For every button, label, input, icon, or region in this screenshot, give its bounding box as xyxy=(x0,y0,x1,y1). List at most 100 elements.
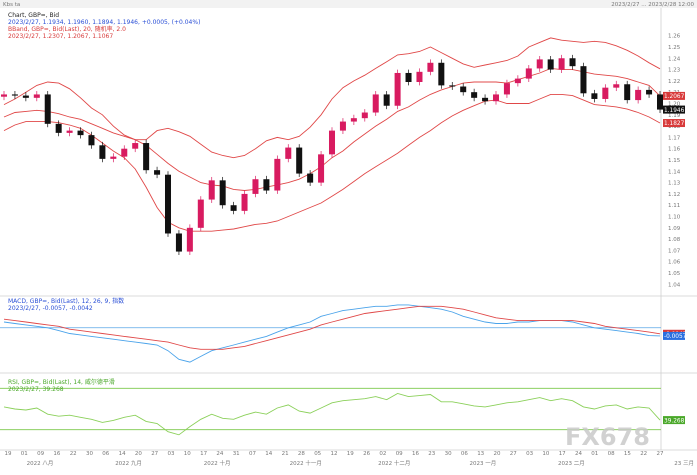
x-month-label: 2022 八月 xyxy=(27,460,54,467)
candle-body xyxy=(143,143,150,171)
candle-body xyxy=(536,59,543,69)
candle-body xyxy=(296,147,303,174)
price-header-line: 2023/2/27, 1.1934, 1.1960, 1.1894, 1.194… xyxy=(8,19,200,26)
candle-body xyxy=(339,121,346,131)
candle-body xyxy=(241,193,248,211)
candle-body xyxy=(635,89,642,101)
candle-body xyxy=(318,154,325,183)
candle-body xyxy=(624,84,631,101)
candle-body xyxy=(383,94,390,106)
x-month-label: 2022 十二月 xyxy=(378,459,410,467)
x-day-label: 31 xyxy=(233,451,240,457)
x-day-label: 13 xyxy=(477,451,484,457)
x-day-label: 14 xyxy=(119,451,126,457)
x-day-label: 06 xyxy=(461,451,468,457)
x-day-label: 08 xyxy=(608,451,615,457)
x-day-label: 07 xyxy=(249,451,256,457)
candle-body xyxy=(164,174,172,234)
price-header-line: BBand, GBP=, Bid(Last), 20, 随机率, 2.0 xyxy=(8,25,126,33)
candle-body xyxy=(613,84,620,88)
y-tick-label: 1.08 xyxy=(668,237,681,243)
x-day-label: 03 xyxy=(168,451,175,457)
candle-body xyxy=(602,87,609,99)
candle-body xyxy=(230,205,237,211)
candle-body xyxy=(656,94,664,110)
y-tick-label: 1.09 xyxy=(668,226,681,232)
x-day-label: 24 xyxy=(216,451,223,457)
candle-body xyxy=(416,71,423,82)
x-day-label: 09 xyxy=(396,451,403,457)
x-day-label: 23 xyxy=(428,451,435,457)
candle-body xyxy=(77,130,84,136)
candle-body xyxy=(132,143,139,149)
x-day-label: 05 xyxy=(314,451,321,457)
y-tick-label: 1.18 xyxy=(668,124,681,130)
candle-body xyxy=(405,72,412,82)
x-day-label: 21 xyxy=(282,451,289,457)
y-tick-label: 1.07 xyxy=(668,248,681,254)
candle-body xyxy=(427,62,434,72)
candle-body xyxy=(186,227,193,252)
value-badge-text: 1.1946 xyxy=(664,108,685,114)
x-day-label: 12 xyxy=(331,451,338,457)
y-tick-label: 1.13 xyxy=(668,181,681,187)
value-badge xyxy=(663,105,685,114)
x-day-label: 27 xyxy=(657,451,664,457)
y-tick-label: 1.06 xyxy=(668,260,681,266)
y-tick-label: 1.22 xyxy=(668,79,680,85)
candle-body xyxy=(197,199,204,228)
price-y-axis: 1.261.251.241.231.221.211.201.191.181.17… xyxy=(668,34,681,289)
candle-body xyxy=(99,145,106,159)
y-tick-label: 1.15 xyxy=(668,158,681,164)
candle-body xyxy=(328,130,336,155)
candle-body xyxy=(547,59,554,70)
rsi-header-line: 2023/2/27, 39.268 xyxy=(8,386,64,393)
x-day-label: 10 xyxy=(542,451,549,457)
panel-frames xyxy=(0,8,697,451)
candle-body xyxy=(482,97,489,102)
candle-body xyxy=(492,94,500,102)
x-day-label: 06 xyxy=(102,451,109,457)
x-day-label: 20 xyxy=(135,451,142,457)
x-month-label: 2022 十月 xyxy=(204,459,231,467)
y-tick-label: 1.10 xyxy=(668,215,681,221)
y-tick-label: 1.26 xyxy=(668,34,681,40)
candle-body xyxy=(580,66,587,94)
candle-body xyxy=(88,135,95,146)
candle-body xyxy=(0,94,8,97)
x-day-label: 03 xyxy=(526,451,533,457)
x-month-label: 2023 二月 xyxy=(558,460,585,467)
x-day-label: 15 xyxy=(624,451,631,457)
x-day-label: 19 xyxy=(347,451,354,457)
x-month-label: 2022 九月 xyxy=(115,459,142,467)
candle-body xyxy=(263,179,270,191)
x-day-label: 02 xyxy=(379,451,386,457)
price-header-line: Chart, GBP=, Bid xyxy=(8,12,59,19)
rsi-series-line xyxy=(3,393,661,436)
value-badge xyxy=(663,91,685,100)
candle-body xyxy=(274,158,281,191)
top-strip-right: 2023/2/27 ... 2023/2/28 12:00 xyxy=(611,2,694,8)
x-day-label: 30 xyxy=(86,451,93,457)
x-day-label: 17 xyxy=(200,451,207,457)
y-tick-label: 1.16 xyxy=(668,147,681,153)
candle-body xyxy=(361,112,368,119)
candle-body xyxy=(110,156,117,159)
candle-body xyxy=(394,72,401,106)
value-badge-text: 1.2067 xyxy=(664,94,685,100)
y-tick-label: 1.19 xyxy=(668,113,681,119)
price-badges: 1.2067 1.1946 1.1827 xyxy=(663,91,685,127)
candle-body xyxy=(350,118,357,122)
y-tick-label: 1.11 xyxy=(668,203,680,209)
watermark: FX678 xyxy=(565,423,650,451)
candle-body xyxy=(438,62,445,86)
macd-series-line xyxy=(3,305,661,350)
bollinger-line xyxy=(3,37,661,159)
candle-body xyxy=(449,85,456,87)
x-day-label: 17 xyxy=(559,451,566,457)
candle-body xyxy=(55,123,62,133)
candle-body xyxy=(154,170,161,175)
rsi-badges: 39.268 xyxy=(663,416,685,424)
candle-body xyxy=(525,68,532,79)
